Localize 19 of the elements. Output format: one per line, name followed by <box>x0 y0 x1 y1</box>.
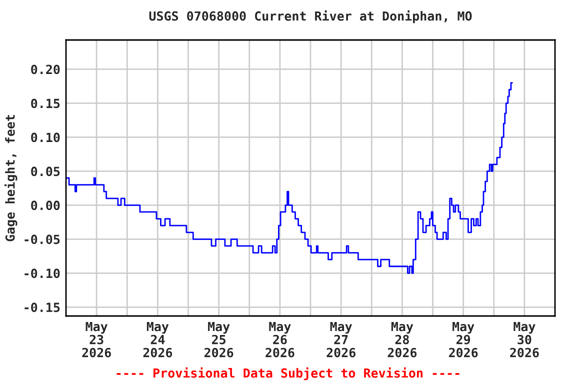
y-tick-label: -0.05 <box>24 234 60 244</box>
x-tick-label: May 28 2026 <box>388 322 417 358</box>
x-tick-label: May 27 2026 <box>326 322 356 358</box>
y-tick-label: 0.10 <box>31 132 60 142</box>
chart-title: USGS 07068000 Current River at Doniphan, MO <box>149 10 472 24</box>
y-tick-label: 0.00 <box>31 200 60 210</box>
text: ---- Provisional Data Subject to Revision ---- <box>116 367 460 380</box>
x-tick-label: May 29 2026 <box>448 322 478 358</box>
x-tick-label: May 24 2026 <box>143 322 172 358</box>
y-tick-label: 0.20 <box>31 64 60 74</box>
x-tick-label: May 30 2026 <box>510 322 539 358</box>
x-tick-label: May 23 2026 <box>82 322 111 358</box>
y-tick-label: -0.15 <box>24 302 60 312</box>
y-tick-label: 0.05 <box>31 166 60 176</box>
x-tick-label: May 25 2026 <box>204 322 234 358</box>
y-tick-label: 0.15 <box>31 98 60 108</box>
x-tick-label: May 26 2026 <box>266 322 294 358</box>
y-tick-label: -0.10 <box>24 268 60 278</box>
y-axis-title: Gage height, feet <box>4 115 18 242</box>
